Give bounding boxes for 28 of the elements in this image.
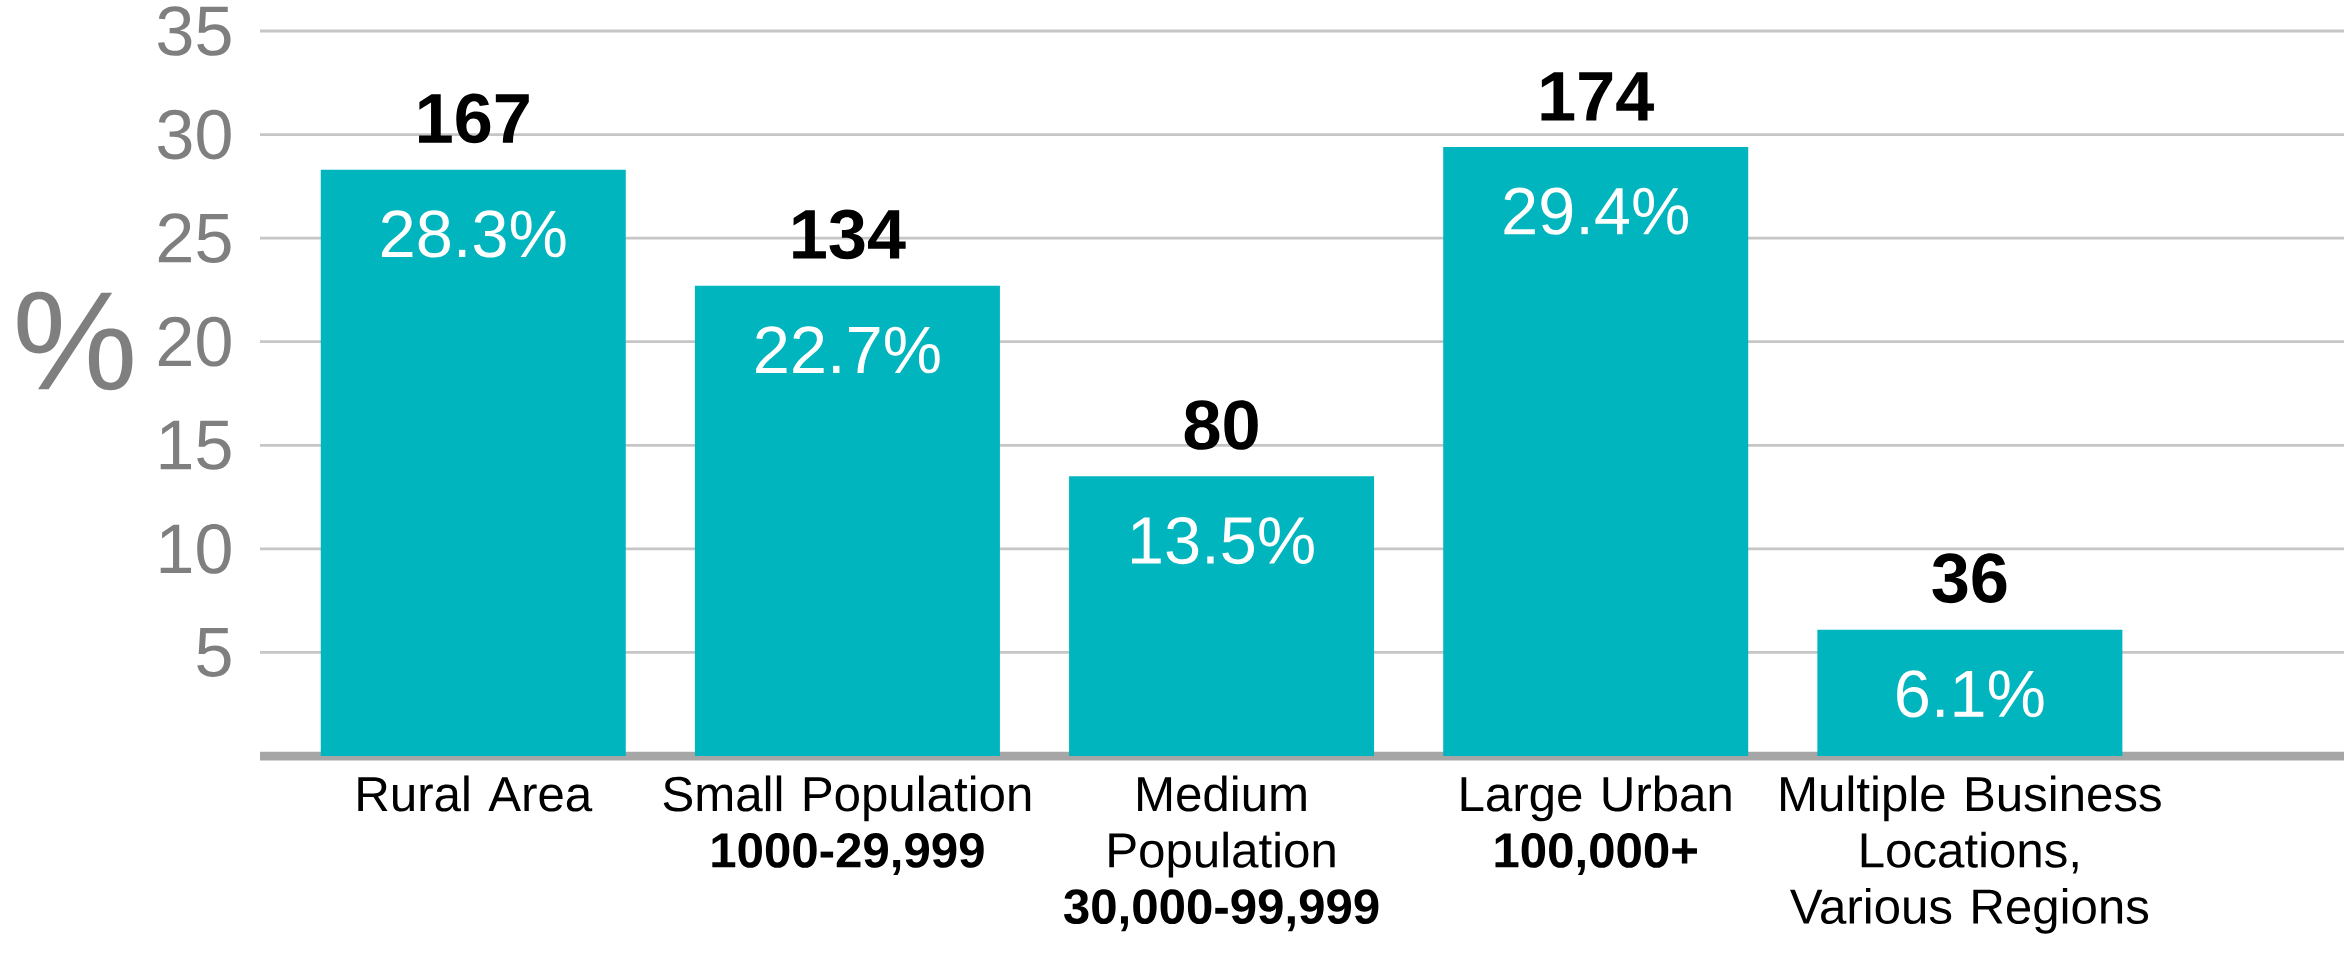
annotation: 134 — [793, 209, 906, 260]
x-tick-label: Large Urban 100,000+ — [1461, 775, 1731, 875]
bar — [1443, 147, 1749, 756]
data-label: 6.1% — [1897, 670, 2044, 718]
data-label: 29.4% — [1504, 187, 1688, 235]
y-tick-label: 20 — [158, 316, 231, 367]
y-tick-label: 10 — [160, 524, 231, 574]
bar — [1069, 476, 1375, 756]
annotation: 36 — [1932, 553, 2007, 604]
y-tick-label: 35 — [158, 6, 231, 56]
x-tick-label: Medium Population 30,000-99,999 — [1063, 775, 1379, 932]
y-tick-label: 5 — [197, 627, 231, 677]
x-tick-label: Small Population 1000-29,999 — [663, 775, 1031, 875]
bar — [694, 285, 1000, 756]
x-tick-label: Multiple Business Locations, Various Regions — [1781, 775, 2161, 934]
data-label: 13.5% — [1131, 516, 1314, 565]
y-tick-label: 25 — [158, 213, 231, 263]
y-tick-label: 30 — [158, 109, 231, 160]
bar — [1817, 629, 2123, 756]
y-axis-title: % — [17, 291, 133, 391]
annotation: 167 — [419, 93, 529, 144]
bar — [320, 169, 626, 756]
data-label: 22.7% — [756, 326, 940, 374]
data-label: 28.3% — [381, 210, 566, 258]
annotation: 80 — [1184, 400, 1258, 450]
y-tick-label: 15 — [160, 420, 231, 470]
x-tick-label: Rural Area — [358, 775, 593, 812]
annotation: 174 — [1541, 72, 1654, 121]
